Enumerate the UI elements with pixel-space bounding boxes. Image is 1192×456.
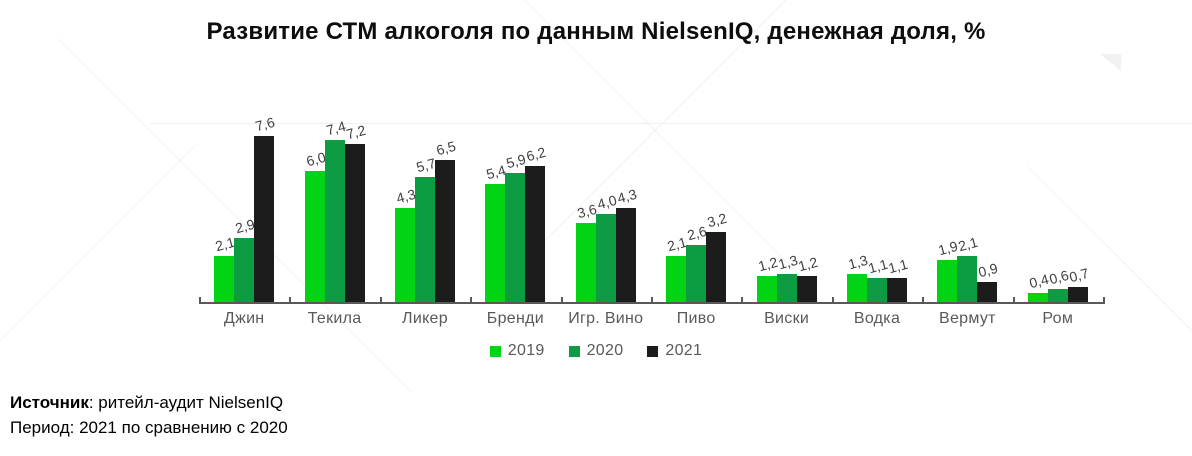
legend-swatch-2021 <box>647 345 659 357</box>
legend-swatch-2019 <box>489 345 501 357</box>
bar-2019-Ром <box>1027 293 1048 302</box>
category-label-9: Вермут <box>939 310 996 327</box>
source-text: : ритейл-аудит NielsenIQ <box>88 393 284 412</box>
value-label-2021-Текила: 7,2 <box>344 122 368 143</box>
value-label-2020-Водка: 1,1 <box>866 255 890 277</box>
bar-2020-Водка <box>867 277 887 302</box>
value-label-2021-Бренди: 6,2 <box>524 143 548 165</box>
chart-title: Развитие СТМ алкоголя по данным NielsenI… <box>206 18 986 45</box>
bar-2021-Бренди <box>525 166 546 302</box>
axis-tick <box>289 297 292 304</box>
source-label: Источник <box>10 393 89 412</box>
value-label-2021-Пиво: 3,2 <box>705 209 729 231</box>
axis-tick <box>379 297 382 304</box>
value-label-2021-Джин: 7,6 <box>253 113 277 134</box>
axis-tick <box>560 297 563 304</box>
bar-2019-Виски <box>756 275 777 302</box>
bar-2021-Текила <box>344 144 365 302</box>
bar-2020-Вермут <box>957 256 978 302</box>
value-label-2020-Вермут: 2,1 <box>956 233 980 255</box>
legend-swatch-2020 <box>568 345 580 357</box>
bar-2020-Джин <box>234 238 255 302</box>
bar-2019-Водка <box>847 273 867 302</box>
category-label-1: Джин <box>223 310 265 327</box>
bar-2021-Водка <box>887 277 907 302</box>
bar-2020-Ром <box>1047 288 1068 302</box>
bar-2021-Вермут <box>977 282 998 302</box>
bar-2021-Пиво <box>706 231 727 302</box>
chart-legend: 2019 2020 2021 <box>0 342 1192 360</box>
value-label-2021-Вермут: 0,9 <box>976 260 1000 281</box>
bar-2020-Виски <box>776 273 797 302</box>
value-label-2021-Виски: 1,2 <box>796 253 820 274</box>
axis-tick <box>1103 297 1105 304</box>
legend-label-2020: 2020 <box>586 342 624 359</box>
bar-2021-Игр. Вино <box>615 207 636 302</box>
watermark-corner-triangle <box>1100 54 1121 71</box>
legend-label-2021: 2021 <box>665 342 703 359</box>
watermark-line <box>0 144 197 357</box>
axis-tick <box>1012 297 1015 304</box>
bar-2021-Ликер <box>435 159 455 302</box>
legend-item-2020: 2020 <box>568 342 624 360</box>
axis-tick <box>831 297 834 304</box>
source-line: Источник: ритейл-аудит NielsenIQ <box>10 390 288 415</box>
axis-tick <box>199 297 201 304</box>
axis-tick <box>651 297 653 304</box>
bar-2020-Игр. Вино <box>595 214 616 302</box>
legend-item-2021: 2021 <box>647 342 702 360</box>
category-label-2: Текила <box>307 310 362 327</box>
category-label-7: Виски <box>764 310 810 327</box>
bar-2019-Бренди <box>485 183 506 302</box>
category-label-3: Ликер <box>402 310 448 327</box>
bar-2021-Виски <box>796 275 817 302</box>
value-label-2021-Ром: 0,7 <box>1067 264 1091 285</box>
category-label-10: Ром <box>1042 310 1074 327</box>
category-label-4: Бренди <box>486 310 544 327</box>
bar-2019-Вермут <box>937 260 958 302</box>
value-label-2021-Водка: 1,1 <box>886 255 910 277</box>
bar-2019-Джин <box>214 256 235 302</box>
bar-2019-Текила <box>304 170 325 302</box>
bar-2021-Джин <box>254 135 275 302</box>
value-label-2020-Виски: 1,3 <box>776 251 800 272</box>
value-label-2020-Текила: 7,4 <box>324 117 348 139</box>
axis-tick <box>741 297 744 304</box>
value-label-2021-Ликер: 6,5 <box>434 137 458 158</box>
bar-2020-Ликер <box>415 177 435 302</box>
source-block: Источник: ритейл-аудит NielsenIQ Период:… <box>10 390 288 440</box>
bar-2021-Ром <box>1067 286 1088 302</box>
bar-2019-Игр. Вино <box>575 223 596 302</box>
category-label-6: Пиво <box>676 310 716 327</box>
bar-2020-Текила <box>324 139 345 302</box>
gridline <box>150 123 1192 124</box>
bar-2019-Ликер <box>395 207 415 302</box>
period-line: Период: 2021 по сравнению с 2020 <box>10 418 288 437</box>
value-label-2021-Игр. Вино: 4,3 <box>615 185 639 207</box>
category-label-5: Игр. Вино <box>568 310 644 327</box>
legend-item-2019: 2019 <box>489 342 545 360</box>
legend-label-2019: 2019 <box>507 342 545 359</box>
axis-tick <box>922 297 925 304</box>
bar-2020-Бренди <box>505 172 526 302</box>
bar-2020-Пиво <box>686 245 707 302</box>
category-label-8: Водка <box>853 310 901 327</box>
axis-tick <box>470 297 473 304</box>
bar-2019-Пиво <box>666 256 687 302</box>
